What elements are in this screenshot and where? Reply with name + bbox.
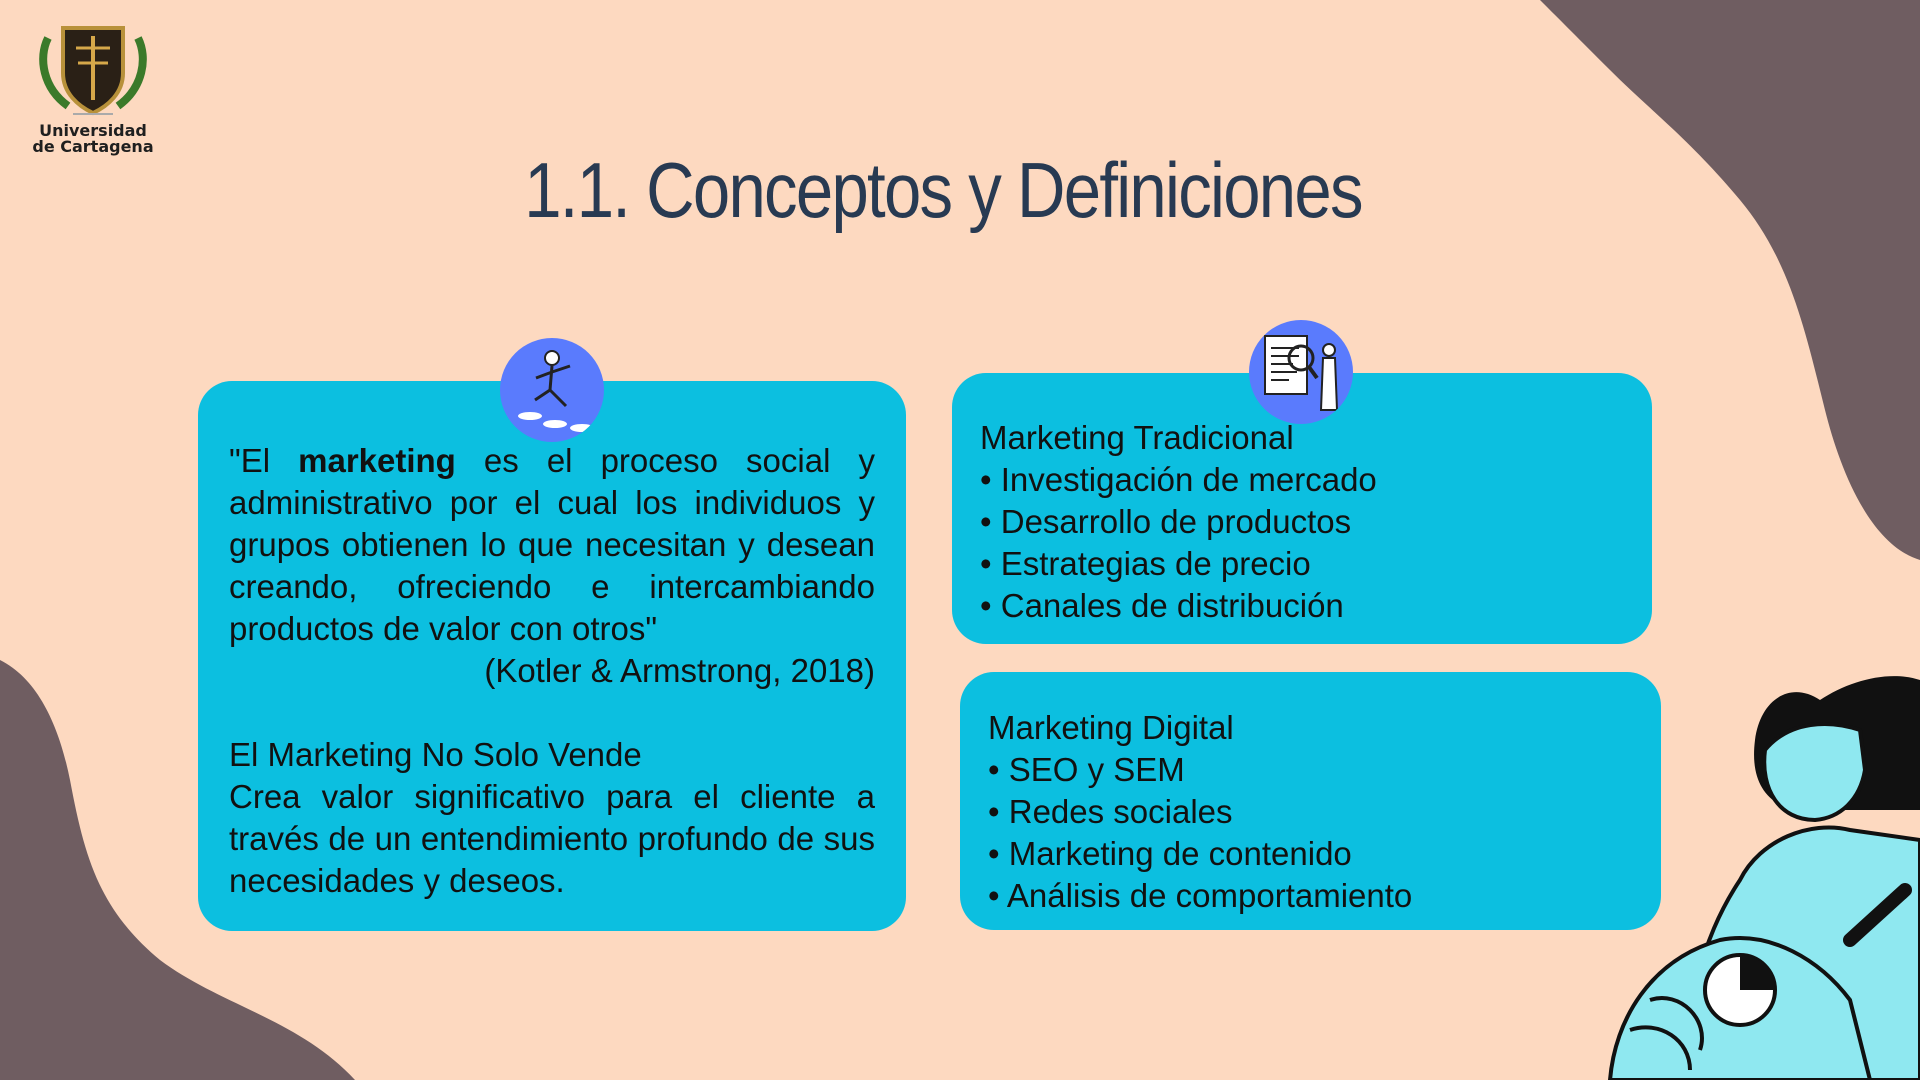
list-item: Marketing de contenido xyxy=(988,833,1628,875)
bottom-left-blob xyxy=(0,660,355,1080)
kotler-quote: "El marketing es el proceso social y adm… xyxy=(229,442,875,647)
traditional-list: Investigación de mercado Desarrollo de p… xyxy=(980,459,1620,627)
digital-list: SEO y SEM Redes sociales Marketing de co… xyxy=(988,749,1628,917)
list-item: Análisis de comportamiento xyxy=(988,875,1628,917)
traditional-heading: Marketing Tradicional xyxy=(980,419,1294,456)
top-right-blob xyxy=(1540,0,1920,560)
list-item: Redes sociales xyxy=(988,791,1628,833)
person-jumping-icon xyxy=(500,338,604,442)
logo-line-2: de Cartagena xyxy=(32,137,154,156)
list-item: Canales de distribución xyxy=(980,585,1620,627)
logo-line-1: Universidad xyxy=(39,121,147,140)
list-item: SEO y SEM xyxy=(988,749,1628,791)
university-logo: Universidad de Cartagena xyxy=(28,18,158,155)
digital-text: Marketing Digital SEO y SEM Redes social… xyxy=(988,707,1628,917)
definition-text: "El marketing es el proceso social y adm… xyxy=(229,440,875,902)
list-item: Desarrollo de productos xyxy=(980,501,1620,543)
subheading: El Marketing No Solo Vende xyxy=(229,736,642,773)
crest-icon xyxy=(39,26,147,116)
body-text: Crea valor significativo para el cliente… xyxy=(229,778,875,899)
definition-card xyxy=(198,381,906,931)
person-writing-illustration xyxy=(1607,676,1920,1080)
traditional-text: Marketing Tradicional Investigación de m… xyxy=(980,417,1620,627)
document-search-icon xyxy=(1249,320,1353,424)
citation: (Kotler & Armstrong, 2018) xyxy=(484,652,875,689)
marketing-keyword: marketing xyxy=(298,442,456,479)
digital-heading: Marketing Digital xyxy=(988,709,1234,746)
list-item: Estrategias de precio xyxy=(980,543,1620,585)
page-title: 1.1. Conceptos y Definiciones xyxy=(524,146,1363,234)
list-item: Investigación de mercado xyxy=(980,459,1620,501)
